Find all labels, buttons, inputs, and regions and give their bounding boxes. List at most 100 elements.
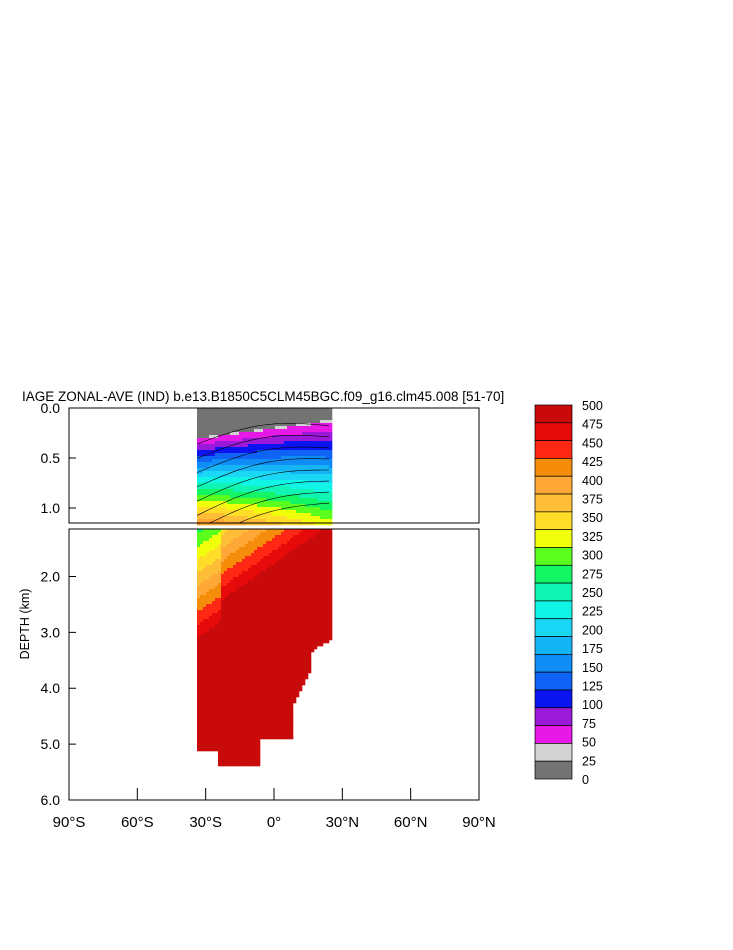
contour-cell [317,637,321,641]
contour-cell [236,480,240,484]
contour-cell [296,501,300,505]
contour-cell [230,739,234,743]
contour-cell [233,441,237,445]
contour-cell [266,604,270,608]
contour-cell [197,465,201,469]
contour-cell [260,501,264,505]
contour-cell [314,541,318,545]
contour-cell [278,432,282,436]
contour-cell [299,583,303,587]
contour-cell [206,516,210,520]
contour-cell [278,562,282,566]
contour-cell [311,456,315,460]
contour-cell [305,661,309,665]
contour-cell [293,426,297,430]
contour-cell [254,655,258,659]
contour-cell [302,592,306,596]
contour-cell [284,589,288,593]
contour-cell [284,628,288,632]
contour-cell [239,640,243,644]
contour-cell [299,456,303,460]
contour-cell [200,736,204,740]
contour-cell [278,661,282,665]
contour-cell [329,426,333,430]
contour-cell [206,592,210,596]
contour-cell [257,763,261,767]
contour-cell [323,556,327,560]
contour-cell [272,646,276,650]
contour-cell [323,547,327,551]
contour-cell [299,492,303,496]
contour-cell [326,510,330,514]
contour-cell [323,565,327,569]
contour-cell [278,477,282,481]
contour-cell [197,408,201,412]
contour-cell [272,432,276,436]
contour-cell [284,610,288,614]
contour-cell [278,447,282,451]
contour-cell [239,709,243,713]
contour-cell [206,574,210,578]
contour-cell [251,625,255,629]
contour-cell [293,450,297,454]
contour-cell [212,655,216,659]
contour-cell [224,610,228,614]
contour-cell [197,447,201,451]
contour-cell [200,547,204,551]
contour-cell [239,411,243,415]
contour-cell [281,616,285,620]
contour-cell [329,622,333,626]
contour-cell [296,465,300,469]
contour-cell [257,649,261,653]
contour-cell [287,652,291,656]
contour-cell [278,616,282,620]
contour-cell [233,706,237,710]
contour-cell [227,748,231,752]
contour-cell [263,721,267,725]
contour-cell [233,519,237,523]
contour-cell [269,667,273,671]
contour-cell [224,456,228,460]
contour-cell [254,417,258,421]
contour-cell [248,760,252,764]
contour-cell [308,565,312,569]
contour-cell [305,501,309,505]
contour-cell [221,697,225,701]
contour-cell [302,429,306,433]
contour-cell [263,595,267,599]
contour-cell [248,423,252,427]
contour-cell [251,631,255,635]
contour-cell [215,610,219,614]
contour-cell [251,592,255,596]
contour-cell [281,565,285,569]
contour-cell [311,589,315,593]
contour-cell [263,477,267,481]
contour-cell [200,550,204,554]
contour-cell [311,571,315,575]
contour-cell [278,571,282,575]
contour-cell [212,541,216,545]
colorbar-swatch [534,636,573,655]
contour-cell [278,568,282,572]
contour-cell [227,604,231,608]
contour-cell [233,583,237,587]
contour-cell [296,691,300,695]
contour-cell [305,426,309,430]
contour-cell [236,411,240,415]
contour-cell [224,444,228,448]
contour-cell [305,553,309,557]
contour-cell [251,715,255,719]
contour-cell [275,516,279,520]
contour-cell [329,486,333,490]
contour-cell [239,586,243,590]
contour-cell [215,441,219,445]
contour-cell [278,492,282,496]
contour-cell [302,441,306,445]
contour-cell [326,477,330,481]
contour-cell [212,456,216,460]
contour-cell [260,553,264,557]
contour-cell [278,625,282,629]
contour-cell [287,613,291,617]
contour-cell [239,417,243,421]
contour-cell [197,598,201,602]
